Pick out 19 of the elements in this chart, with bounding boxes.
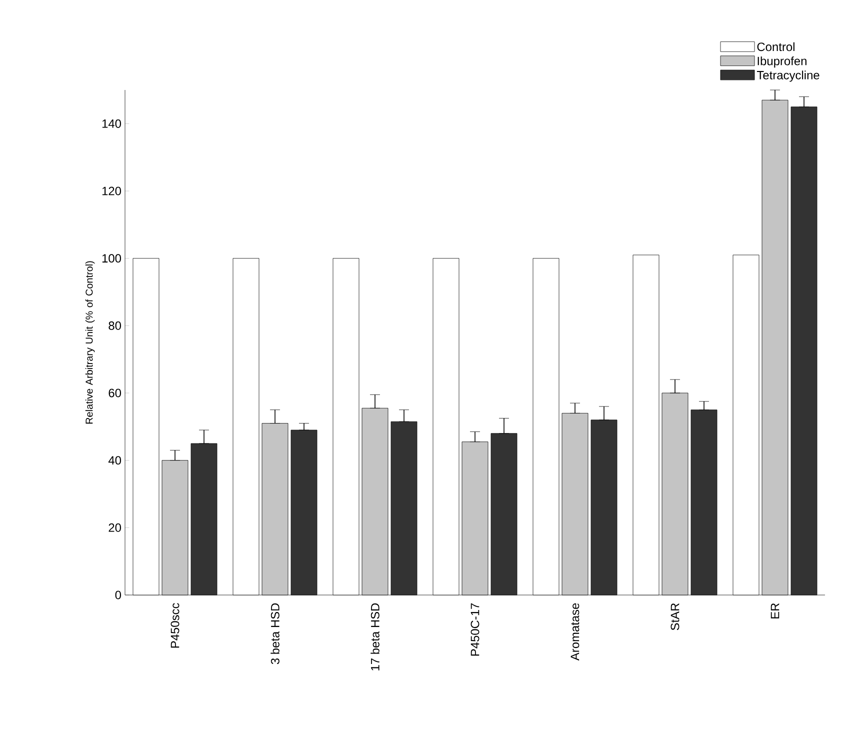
x-tick-label: StAR — [670, 603, 680, 630]
y-axis-title: Relative Arbitrary Unit (% of Control) — [85, 261, 95, 424]
x-tick-label: Aromatase — [570, 603, 580, 661]
y-tick-label: 140 — [102, 119, 122, 128]
y-tick-label: 120 — [102, 186, 122, 196]
y-tick-label: 40 — [108, 456, 122, 465]
y-tick-label: 100 — [102, 254, 122, 263]
x-tick-label: P450scc — [170, 603, 180, 648]
x-tick-label: ER — [770, 603, 780, 618]
y-tick-label: 60 — [108, 388, 122, 398]
x-tick-label: 17 beta HSD — [370, 603, 380, 670]
legend-label: Ibuprofen — [758, 56, 806, 68]
legend-label: Tetracycline — [756, 70, 820, 82]
legend-label: Control — [757, 42, 794, 52]
y-tick-label: 20 — [108, 523, 122, 532]
y-tick-label: 0 — [115, 590, 122, 600]
x-tick-label: P450C-17 — [470, 603, 480, 656]
y-tick-label: 80 — [108, 321, 122, 330]
x-tick-label: 3 beta HSD — [270, 603, 280, 664]
